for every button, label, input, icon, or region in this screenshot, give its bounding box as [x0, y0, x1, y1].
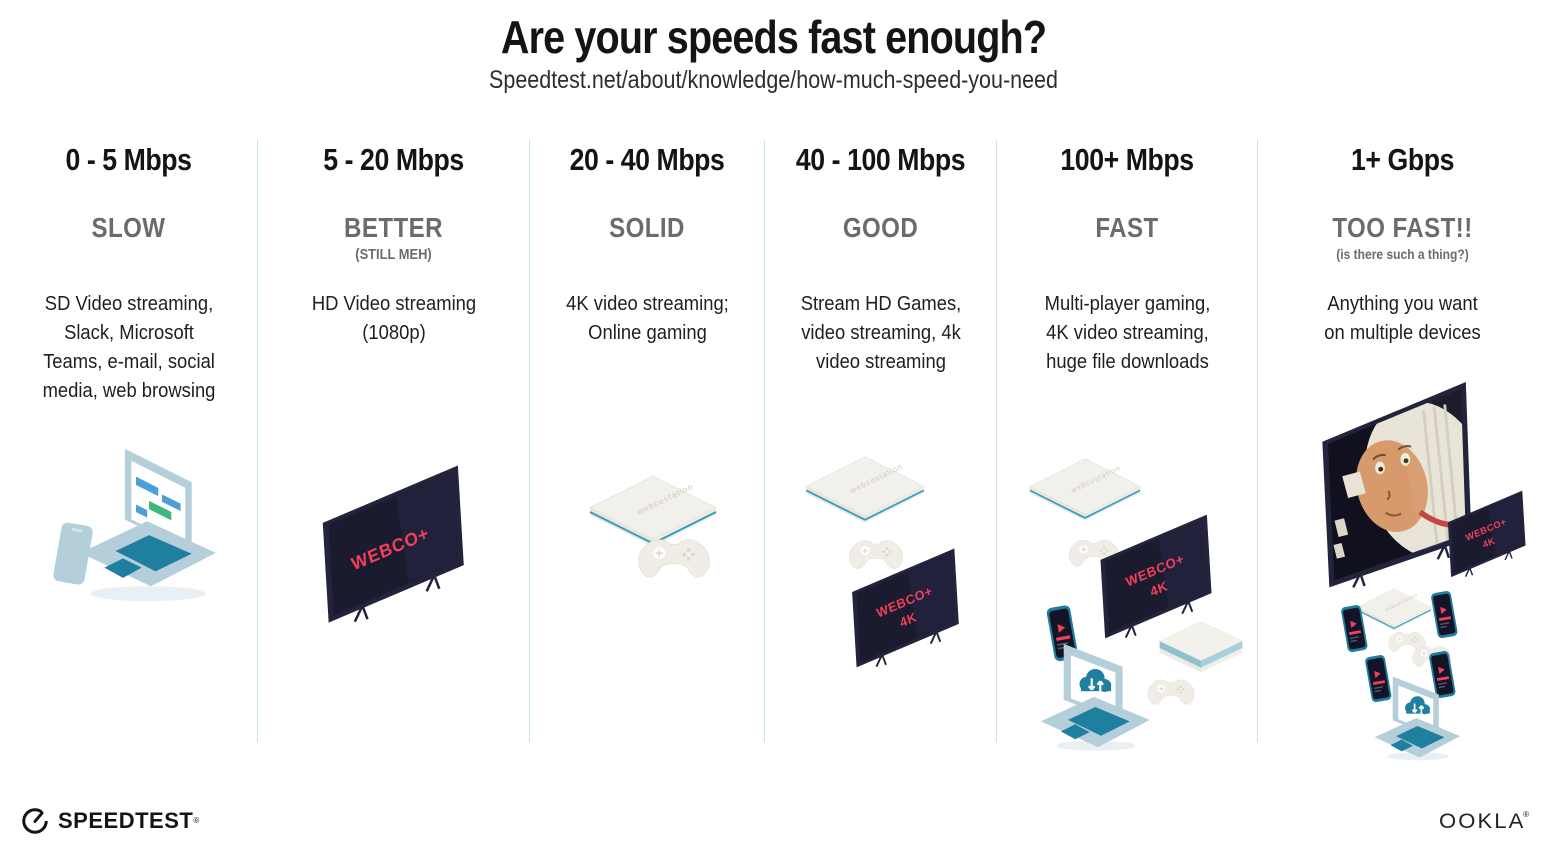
rating-label: BETTER — [344, 212, 443, 243]
game-controller-icon — [1142, 672, 1200, 711]
speed-range-label: 5 - 20 Mbps — [323, 142, 464, 177]
speed-range-label: 40 - 100 Mbps — [795, 142, 966, 177]
rating-label: TOO FAST!! — [1332, 212, 1473, 243]
use-case-description: Stream HD Games, video streaming, 4k vid… — [765, 290, 996, 377]
column-1-plus-gbps: 1+ Gbps TOO FAST!! (is there such a thin… — [1258, 140, 1547, 742]
speed-range-label: 100+ Mbps — [1060, 142, 1194, 177]
smartphone-video-icon — [1338, 602, 1370, 658]
column-0-5-mbps: 0 - 5 Mbps SLOW SD Video streaming, Slac… — [0, 140, 258, 742]
rating-label: GOOD — [842, 212, 919, 243]
tv-webco-icon — [316, 457, 468, 626]
use-case-description: Multi-player gaming, 4K video streaming,… — [997, 290, 1257, 377]
column-5-20-mbps: 5 - 20 Mbps BETTER (STILL MEH) HD Video … — [258, 140, 530, 742]
source-url-text: Speedtest.net/about/knowledge/how-much-s… — [489, 66, 1058, 94]
laptop-cloud-download-icon — [1370, 672, 1466, 762]
laptop-cloud-download-icon — [1035, 638, 1157, 753]
tv-webco-4k-icon — [847, 542, 962, 670]
laptop-with-chat-icon — [32, 443, 227, 606]
use-case-text: Anything you want on multiple devices — [1324, 293, 1481, 344]
rating-label: SOLID — [609, 212, 685, 243]
speed-range-label: 0 - 5 Mbps — [65, 142, 192, 177]
rating-label: SLOW — [91, 212, 166, 243]
ookla-logo: OOKLA® — [1438, 810, 1529, 834]
use-case-description: 4K video streaming; Online gaming — [530, 290, 764, 348]
speedtest-wordmark: SPEEDTEST — [58, 808, 194, 833]
page-title: Are your speeds fast enough? — [500, 11, 1047, 63]
ookla-wordmark: OOKLA — [1438, 810, 1526, 833]
slab-game-console-icon — [1155, 618, 1247, 676]
speed-range-label: 20 - 40 Mbps — [569, 142, 725, 177]
speedtest-logo: SPEEDTEST ® — [20, 806, 199, 836]
use-case-text: HD Video streaming (1080p) — [311, 293, 476, 344]
use-case-text: Stream HD Games, video streaming, 4k vid… — [800, 293, 961, 373]
column-20-40-mbps: 20 - 40 Mbps SOLID 4K video streaming; O… — [530, 140, 765, 742]
rating-label: FAST — [1095, 212, 1159, 243]
rating-subnote: (STILL MEH) — [355, 246, 432, 263]
speed-range-label: 1+ Gbps — [1351, 142, 1454, 177]
speedtest-trademark: ® — [193, 816, 200, 825]
use-case-text: Multi-player gaming, 4K video streaming,… — [1044, 293, 1210, 373]
game-console-icon — [795, 440, 935, 538]
speed-tier-columns: 0 - 5 Mbps SLOW SD Video streaming, Slac… — [0, 140, 1547, 742]
use-case-description: HD Video streaming (1080p) — [258, 290, 529, 348]
header: Are your speeds fast enough? Speedtest.n… — [0, 0, 1547, 95]
use-case-text: SD Video streaming, Slack, Microsoft Tea… — [42, 293, 215, 402]
column-40-100-mbps: 40 - 100 Mbps GOOD Stream HD Games, vide… — [765, 140, 997, 742]
use-case-description: Anything you want on multiple devices — [1258, 290, 1547, 348]
column-100-plus-mbps: 100+ Mbps FAST Multi-player gaming, 4K v… — [997, 140, 1258, 742]
ookla-trademark: ® — [1523, 810, 1529, 819]
use-case-text: 4K video streaming; Online gaming — [565, 293, 729, 344]
smartphone-video-icon — [1428, 588, 1460, 644]
speedtest-gauge-icon — [22, 808, 48, 834]
tv-webco-4k-icon — [1444, 486, 1528, 579]
use-case-description: SD Video streaming, Slack, Microsoft Tea… — [0, 290, 257, 406]
game-controller-icon — [630, 528, 718, 587]
rating-subnote: (is there such a thing?) — [1336, 246, 1469, 262]
